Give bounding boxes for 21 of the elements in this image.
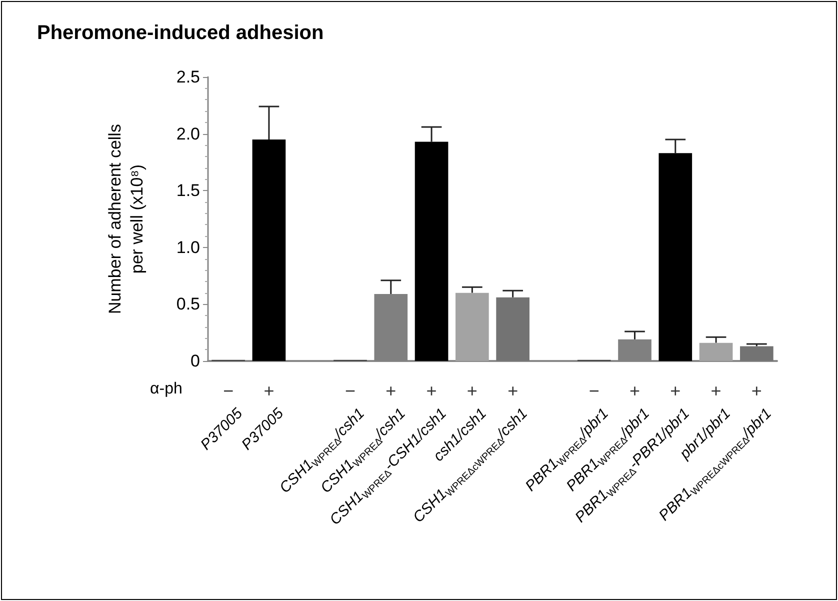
text: + [751, 381, 762, 401]
text: α-ph [150, 380, 182, 398]
text: + [670, 381, 681, 401]
text: + [629, 381, 640, 401]
text: − [588, 381, 600, 401]
y-tick-label: 1.0 [176, 238, 200, 257]
y-tick-label: 0.5 [176, 294, 200, 314]
y-tick-label: 2.5 [176, 68, 200, 86]
text: − [223, 381, 234, 401]
text: − [344, 381, 356, 401]
text: + [264, 381, 274, 401]
text: + [508, 381, 518, 401]
text: + [710, 381, 722, 401]
y-tick-label: 2.0 [176, 124, 200, 144]
y-axis-title: Number of adherent cells per well (x10⁸) [106, 124, 146, 314]
text: + [386, 381, 396, 401]
text: + [426, 381, 437, 401]
text: + [466, 381, 478, 401]
y-tick-label: 0 [190, 352, 200, 370]
y-tick-label: 1.5 [176, 181, 200, 200]
chart-title: Pheromone-induced adhesion [37, 22, 324, 44]
